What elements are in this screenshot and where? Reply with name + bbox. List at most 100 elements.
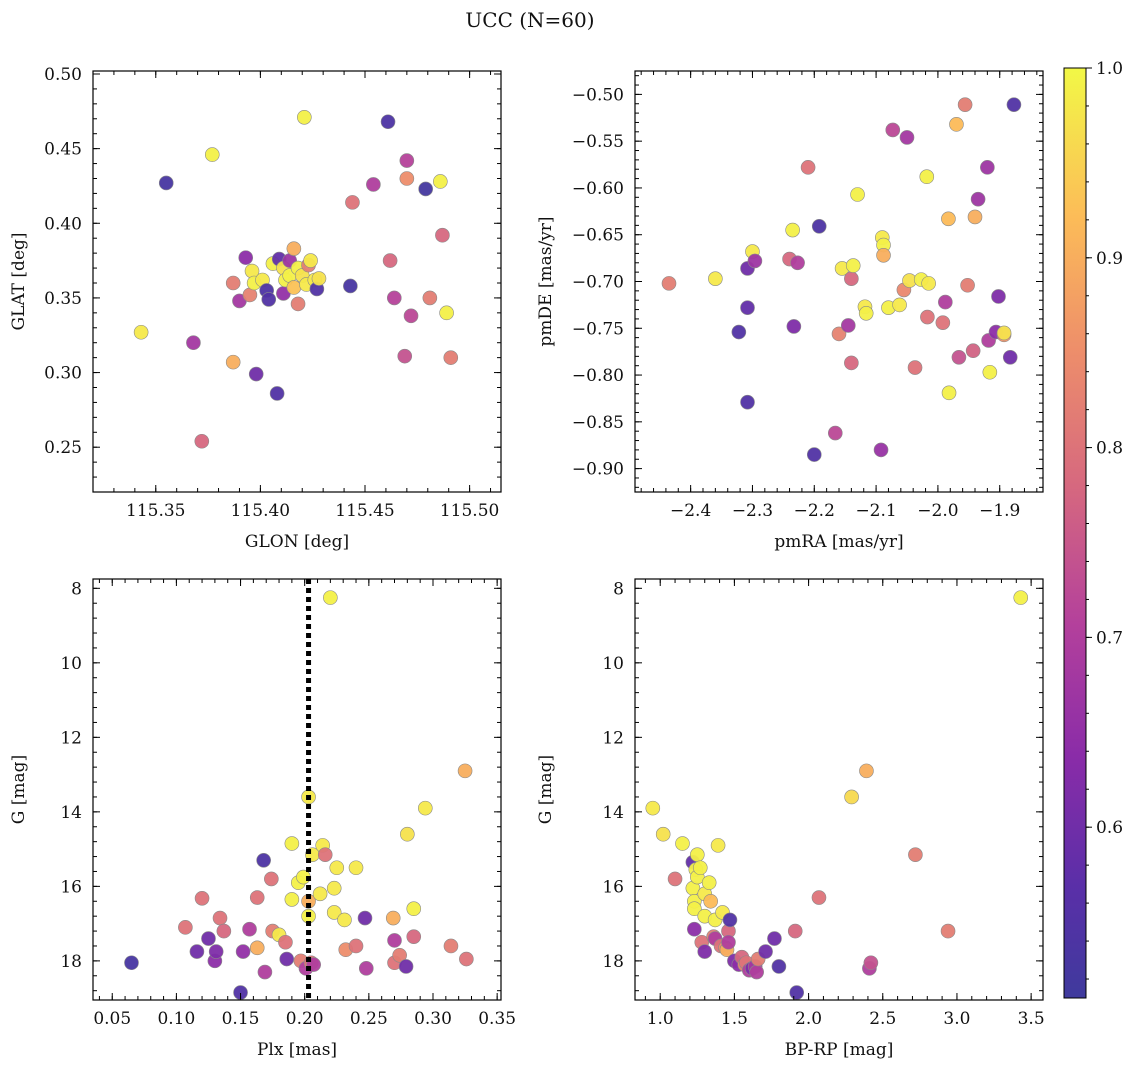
x-tick-label: 115.45 bbox=[335, 501, 394, 521]
y-axis-label: G [mag] bbox=[9, 755, 29, 824]
plot-frame bbox=[634, 578, 1044, 1001]
y-tick-label: −0.90 bbox=[572, 460, 624, 480]
scatter-point bbox=[740, 300, 755, 315]
scatter-point bbox=[899, 130, 915, 145]
scatter-point bbox=[701, 875, 717, 890]
y-tick-label: −0.70 bbox=[572, 273, 624, 293]
scatter-point bbox=[225, 354, 241, 370]
scatter-point bbox=[357, 910, 373, 926]
x-tick-label: 0.05 bbox=[93, 1009, 131, 1029]
scatter-point bbox=[941, 211, 956, 227]
y-tick-label: 8 bbox=[71, 579, 82, 599]
scatter-point bbox=[996, 325, 1012, 341]
scatter-point bbox=[960, 277, 975, 293]
y-tick-label: 0.30 bbox=[44, 364, 82, 384]
y-axis-label: GLAT [deg] bbox=[9, 232, 29, 330]
y-tick-label: 0.35 bbox=[44, 289, 82, 309]
scatter-point bbox=[938, 294, 953, 310]
scatter-point bbox=[204, 147, 220, 162]
x-tick-label: 115.40 bbox=[231, 501, 290, 521]
scatter-point bbox=[435, 227, 450, 243]
scatter-point bbox=[457, 763, 473, 779]
scatter-points bbox=[124, 590, 474, 1000]
x-tick-label: −2.3 bbox=[732, 501, 773, 521]
x-tick-label: −2.4 bbox=[670, 501, 711, 521]
y-tick-label: 10 bbox=[60, 654, 82, 674]
y-tick-label: 14 bbox=[60, 803, 82, 823]
colorbar-tick-label: 0.9 bbox=[1096, 249, 1123, 269]
scatter-point bbox=[366, 177, 381, 192]
scatter-point bbox=[194, 890, 210, 906]
y-tick-label: 16 bbox=[60, 877, 82, 897]
scatter-point bbox=[249, 940, 265, 956]
scatter-point bbox=[655, 826, 671, 842]
x-tick-label: 115.35 bbox=[126, 501, 185, 521]
scatter-point bbox=[186, 335, 201, 351]
scatter-point bbox=[387, 933, 402, 948]
scatter-point bbox=[406, 929, 422, 944]
scatter-point bbox=[279, 951, 295, 967]
scatter-point bbox=[257, 964, 273, 980]
scatter-point bbox=[348, 860, 364, 876]
x-tick-label: 1.0 bbox=[647, 1009, 674, 1029]
scatter-point bbox=[418, 800, 433, 816]
scatter-point bbox=[403, 308, 419, 324]
scatter-point bbox=[767, 931, 782, 946]
scatter-point bbox=[844, 271, 859, 286]
y-tick-label: 0.25 bbox=[44, 438, 82, 458]
scatter-point bbox=[892, 297, 907, 313]
scatter-point bbox=[178, 920, 193, 935]
scatter-point bbox=[721, 934, 736, 950]
scatter-point bbox=[212, 910, 228, 926]
scatter-point bbox=[687, 901, 702, 917]
scatter-point bbox=[858, 306, 874, 321]
scatter-point bbox=[863, 955, 879, 971]
scatter-points bbox=[645, 590, 1029, 1000]
x-tick-label: 0.30 bbox=[414, 1009, 452, 1029]
scatter-point bbox=[248, 366, 264, 382]
panel-plx-g: 0.05 0.10 0.15 0.20 0.25 0.30 0.35 8 10 12 14 16 18 P… bbox=[9, 578, 516, 1060]
scatter-point bbox=[1013, 590, 1029, 605]
scatter-point bbox=[382, 253, 398, 268]
scatter-point bbox=[269, 386, 285, 401]
scatter-point bbox=[264, 871, 279, 887]
scatter-points bbox=[133, 109, 459, 449]
scatter-point bbox=[278, 934, 293, 950]
scatter-point bbox=[920, 309, 935, 325]
scatter-point bbox=[965, 343, 981, 359]
scatter-point bbox=[1002, 349, 1018, 365]
scatter-point bbox=[242, 921, 257, 937]
scatter-point bbox=[392, 947, 407, 963]
scatter-point bbox=[201, 931, 216, 946]
y-axis-label: G [mag] bbox=[536, 755, 556, 824]
scatter-point bbox=[800, 160, 816, 175]
scatter-point bbox=[690, 847, 705, 862]
scatter-point bbox=[286, 280, 302, 295]
scatter-point bbox=[840, 318, 856, 333]
scatter-points bbox=[661, 97, 1022, 462]
scatter-point bbox=[982, 364, 998, 380]
scatter-point bbox=[667, 871, 683, 887]
scatter-point bbox=[337, 912, 352, 928]
y-tick-label: 12 bbox=[602, 728, 624, 748]
y-tick-label: −0.50 bbox=[572, 85, 624, 105]
scatter-point bbox=[645, 800, 661, 816]
scatter-point bbox=[284, 836, 300, 851]
scatter-point bbox=[439, 305, 454, 321]
scatter-point bbox=[980, 160, 995, 175]
scatter-point bbox=[261, 292, 277, 307]
scatter-point bbox=[216, 923, 232, 939]
scatter-point bbox=[692, 860, 708, 876]
scatter-point bbox=[785, 222, 800, 238]
scatter-point bbox=[859, 763, 874, 779]
scatter-point bbox=[967, 209, 983, 225]
y-tick-label: 18 bbox=[60, 952, 82, 972]
scatter-point bbox=[238, 250, 254, 265]
scatter-point bbox=[790, 255, 805, 271]
scatter-point bbox=[399, 153, 415, 168]
x-tick-label: 2.0 bbox=[795, 1009, 822, 1029]
scatter-point bbox=[385, 910, 401, 926]
scatter-point bbox=[225, 275, 241, 291]
scatter-point bbox=[297, 109, 312, 125]
